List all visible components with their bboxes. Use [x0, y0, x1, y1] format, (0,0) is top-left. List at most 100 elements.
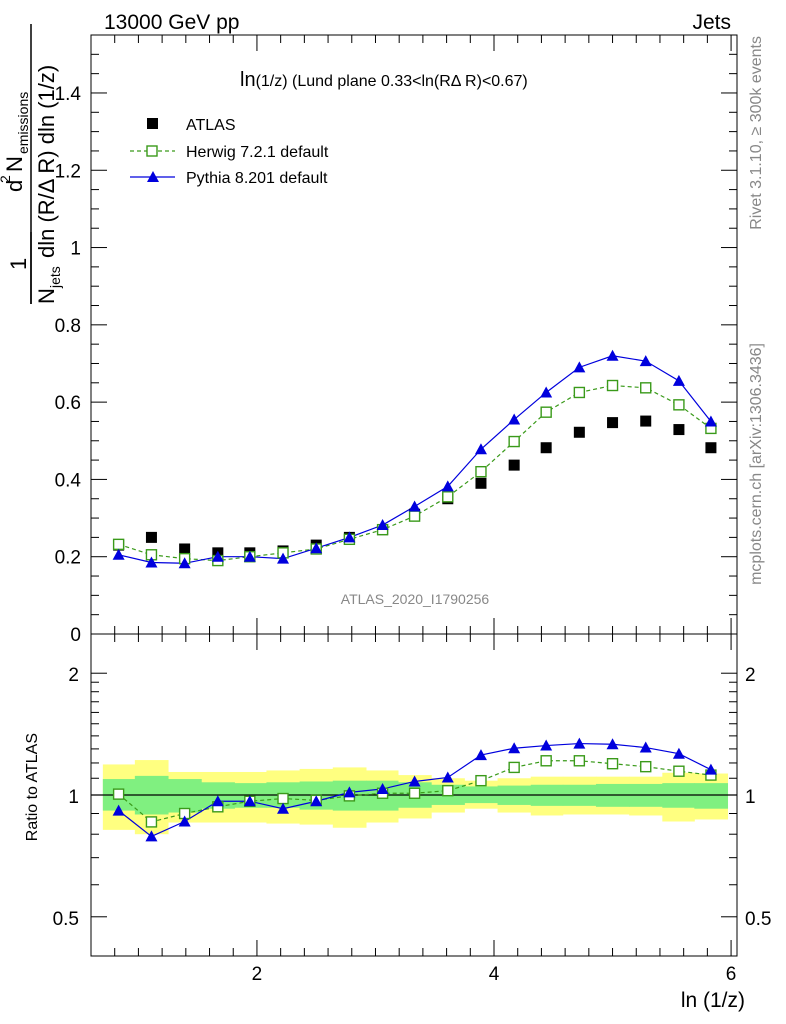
pythia-point	[441, 480, 454, 492]
atlas-point	[508, 459, 520, 471]
y-tick-label: 0.8	[55, 316, 81, 337]
ratio-pythia-point	[573, 737, 586, 749]
ratio-pythia-point	[277, 802, 290, 814]
ratio-herwig-point	[145, 816, 158, 828]
pythia-point	[277, 552, 290, 564]
pythia-point	[211, 550, 224, 562]
ylabel-emissions: emissions	[15, 92, 31, 154]
atlas-point	[145, 531, 157, 543]
ratio-herwig-point	[673, 765, 685, 777]
atlas-point	[540, 442, 552, 454]
legend-label-pythia: Pythia 8.201 default	[186, 170, 328, 187]
analysis-watermark: ATLAS_2020_I1790256	[341, 591, 490, 607]
ratio-pythia-point	[343, 786, 356, 798]
plot-title-rest: (1/z) (Lund plane 0.33<ln(RΔ R)<0.67)	[256, 73, 528, 90]
herwig-point	[408, 510, 421, 522]
ratio-y-tick-label: 2	[68, 665, 79, 686]
ratio-y-tick-label-right: 0.5	[745, 909, 771, 930]
pythia-point	[639, 355, 652, 367]
ratio-pythia-point	[540, 739, 553, 751]
legend-marker-atlas	[147, 118, 158, 129]
ratio-pythia-point	[310, 795, 323, 807]
ylabel-n: N	[34, 288, 59, 304]
ratio-pythia-point	[145, 830, 158, 842]
mcplots-label: mcplots.cern.ch [arXiv:1306.3436]	[748, 343, 765, 585]
y-tick-label: 1	[70, 239, 81, 260]
upper-panel: 0 0.2 0.4 0.6 0.8 1 1.2 1.4 ATLAS_2020_I1790256…	[55, 34, 738, 646]
ratio-herwig-point	[606, 757, 619, 770]
pythia-point	[540, 386, 553, 398]
ratio-pythia-point	[441, 771, 454, 783]
ratio-pythia-point	[408, 775, 421, 787]
y-tick-label: 1.2	[55, 161, 81, 182]
pythia-point	[704, 415, 717, 427]
atlas-point	[640, 415, 652, 427]
ratio-herwig-point	[277, 792, 289, 805]
upper-axis-ticks	[90, 35, 737, 635]
y-tick-label: 1.4	[55, 84, 82, 105]
pythia-point	[376, 519, 389, 531]
upper-y-axis-label: 1 N jets dln (R/Δ R) dln (1/z) d 2 N emi…	[0, 24, 63, 304]
ratio-band-inner	[694, 783, 729, 809]
ratio-pythia-point	[639, 741, 652, 753]
x-tick-labels: 2 4 6	[252, 964, 737, 985]
x-tick-label: 6	[726, 964, 737, 985]
atlas-point	[475, 477, 487, 489]
energy-label: 13000 GeV pp	[104, 11, 239, 34]
ratio-pythia-point	[606, 738, 619, 750]
herwig-point	[673, 399, 685, 411]
pythia-point	[573, 361, 586, 373]
ylabel-dln: dln (R/Δ R) dln (1/z)	[34, 65, 59, 258]
herwig-point	[540, 406, 552, 418]
ratio-y-tick-label: 0.5	[53, 909, 79, 930]
ratio-pythia-point	[508, 742, 521, 754]
y-tick-label: 0.4	[55, 470, 82, 491]
y-tick-label: 0.2	[55, 548, 81, 569]
ratio-axis-ticks	[90, 634, 737, 956]
herwig-point	[640, 382, 652, 394]
y-tick-label: 0	[70, 625, 81, 646]
x-tick-label: 4	[489, 964, 500, 985]
ratio-herwig-point	[508, 761, 520, 774]
ratio-y-tick-label: 1	[68, 787, 79, 808]
atlas-point	[673, 424, 685, 436]
herwig-point	[508, 435, 520, 448]
legend-label-atlas: ATLAS	[186, 117, 236, 134]
herwig-point	[112, 538, 125, 551]
ratio-herwig-point	[475, 774, 487, 787]
pythia-line	[118, 355, 712, 564]
pythia-point	[343, 531, 356, 543]
plot-title-ln: ln	[240, 69, 256, 91]
herwig-point	[442, 491, 454, 503]
upper-series-layer	[112, 349, 717, 569]
ratio-herwig-point	[540, 755, 552, 767]
atlas-point	[573, 426, 585, 438]
ratio-pythia-point	[376, 782, 389, 794]
ratio-band-inner	[168, 779, 202, 813]
pythia-point	[243, 550, 256, 562]
ratio-pythia-point	[672, 747, 685, 759]
ratio-pythia-point	[178, 815, 191, 827]
ratio-panel: 0.5 0.5 1 1 2 2 2 4 6 Ratio to ATLAS ln (1/z)	[24, 633, 771, 1012]
ylabel-two: 2	[0, 175, 13, 183]
ratio-pythia-point	[704, 763, 717, 775]
legend-marker-pythia	[147, 171, 159, 182]
ylabel-jets: jets	[47, 266, 63, 289]
ratio-pythia-point	[211, 795, 224, 807]
legend-label-herwig: Herwig 7.2.1 default	[186, 144, 329, 161]
atlas-point	[607, 417, 619, 429]
ratio-pythia-point	[112, 804, 125, 816]
ratio-series-layer	[112, 737, 717, 842]
ylabel-nem: N	[2, 156, 27, 172]
rivet-version-label: Rivet 3.1.10, ≥ 300k events	[748, 36, 765, 230]
legend-marker-herwig	[146, 145, 158, 157]
ratio-herwig-point	[112, 788, 125, 800]
plot-title: ln(1/z) (Lund plane 0.33<ln(RΔ R)<0.67)	[240, 69, 528, 91]
ratio-herwig-point	[408, 787, 421, 799]
herwig-point	[475, 465, 487, 478]
ratio-herwig-point	[573, 755, 586, 767]
herwig-point	[606, 379, 619, 392]
herwig-point	[573, 386, 586, 399]
ratio-pythia-point	[243, 795, 256, 807]
